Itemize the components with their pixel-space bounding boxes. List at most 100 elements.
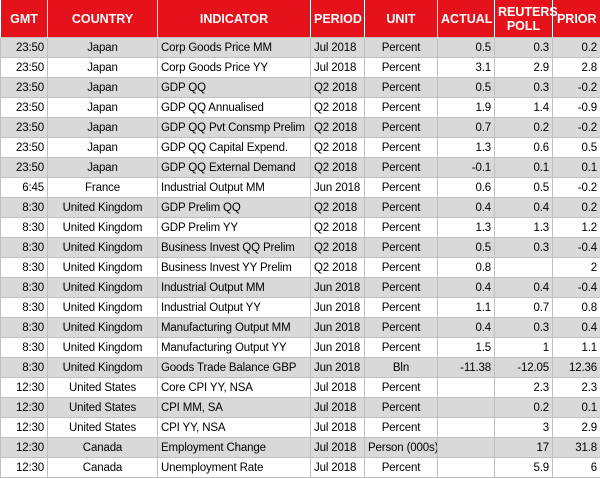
table-cell: Percent (364, 457, 438, 478)
table-cell: Industrial Output MM (157, 177, 311, 198)
table-row: 6:45 France Industrial Output MM Jun 2018 Pe… (0, 177, 600, 198)
table-cell: 2.3 (494, 377, 553, 398)
table-cell: 31.8 (552, 437, 600, 458)
table-cell (437, 377, 495, 398)
table-row: 12:30 Canada Employment Change Jul 2018 Pers… (0, 437, 600, 458)
table-cell: 8:30 (0, 317, 48, 338)
table-cell: 0.5 (494, 177, 553, 198)
table-cell (437, 457, 495, 478)
table-cell: 12:30 (0, 457, 48, 478)
table-cell: CPI YY, NSA (157, 417, 311, 438)
table-cell: GDP Prelim YY (157, 217, 311, 238)
table-cell: 12.36 (552, 357, 600, 378)
table-cell: Jun 2018 (310, 317, 365, 338)
table-cell: Jun 2018 (310, 297, 365, 318)
table-row: 8:30 United Kingdom Industrial Output MM Ju… (0, 277, 600, 298)
table-cell: Percent (364, 397, 438, 418)
table-cell: 12:30 (0, 377, 48, 398)
column-header: GMT (0, 0, 48, 38)
table-cell: 0.4 (494, 277, 553, 298)
table-cell: 8:30 (0, 277, 48, 298)
table-row: 8:30 United Kingdom Manufacturing Output Y… (0, 337, 600, 358)
table-cell: GDP QQ External Demand (157, 157, 311, 178)
table-row: 23:50 Japan GDP QQ Annualised Q2 2018 Percen… (0, 97, 600, 118)
table-cell: Goods Trade Balance GBP (157, 357, 311, 378)
table-cell: Q2 2018 (310, 137, 365, 158)
table-cell: Japan (47, 97, 158, 118)
table-cell: Percent (364, 117, 438, 138)
table-cell: Corp Goods Price MM (157, 37, 311, 58)
table-cell: United Kingdom (47, 197, 158, 218)
table-cell: 5.9 (494, 457, 553, 478)
table-cell (494, 257, 553, 278)
table-cell: 8:30 (0, 357, 48, 378)
table-cell: United States (47, 417, 158, 438)
table-cell: Percent (364, 297, 438, 318)
table-row: 23:50 Japan GDP QQ Pvt Consmp Prelim Q2 201… (0, 117, 600, 138)
table-cell: GDP QQ (157, 77, 311, 98)
table-cell: 3.1 (437, 57, 495, 78)
table-cell: Percent (364, 37, 438, 58)
table-cell: 0.8 (437, 257, 495, 278)
table-row: 8:30 United Kingdom Goods Trade Balance GB… (0, 357, 600, 378)
table-cell: Core CPI YY, NSA (157, 377, 311, 398)
table-cell: 0.3 (494, 237, 553, 258)
table-cell: 12:30 (0, 397, 48, 418)
table-cell: Corp Goods Price YY (157, 57, 311, 78)
table-cell: 8:30 (0, 297, 48, 318)
table-cell: Jul 2018 (310, 397, 365, 418)
table-cell: 0.4 (494, 197, 553, 218)
table-row: 8:30 United Kingdom GDP Prelim YY Q2 2018 Pe… (0, 217, 600, 238)
table-cell: Jul 2018 (310, 437, 365, 458)
table-cell: Jun 2018 (310, 357, 365, 378)
table-cell: 3 (494, 417, 553, 438)
table-cell: 8:30 (0, 197, 48, 218)
table-cell: Jul 2018 (310, 417, 365, 438)
table-cell: 1.1 (552, 337, 600, 358)
table-cell: 0.4 (552, 317, 600, 338)
column-header: PRIOR (552, 0, 600, 38)
table-cell: GDP QQ Pvt Consmp Prelim (157, 117, 311, 138)
table-cell: 0.8 (552, 297, 600, 318)
table-cell: 23:50 (0, 137, 48, 158)
table-cell: Q2 2018 (310, 217, 365, 238)
table-cell: 1.3 (437, 217, 495, 238)
table-row: 23:50 Japan Corp Goods Price MM Jul 2018 Per… (0, 37, 600, 58)
table-cell: GDP QQ Annualised (157, 97, 311, 118)
table-cell: 1 (494, 337, 553, 358)
table-cell: Percent (364, 217, 438, 238)
table-cell: -11.38 (437, 357, 495, 378)
table-cell: Manufacturing Output YY (157, 337, 311, 358)
table-cell: Business Invest YY Prelim (157, 257, 311, 278)
table-cell: Manufacturing Output MM (157, 317, 311, 338)
table-cell (437, 437, 495, 458)
table-row: 23:50 Japan GDP QQ External Demand Q2 2018 P… (0, 157, 600, 178)
table-cell: Q2 2018 (310, 197, 365, 218)
table-cell: 1.3 (494, 217, 553, 238)
table-cell: GDP QQ Capital Expend. (157, 137, 311, 158)
table-row: 12:30 United States CPI YY, NSA Jul 2018 Per… (0, 417, 600, 438)
table-cell: Percent (364, 417, 438, 438)
table-cell: 12:30 (0, 417, 48, 438)
table-cell: Japan (47, 37, 158, 58)
table-cell: Percent (364, 317, 438, 338)
table-cell: 0.3 (494, 77, 553, 98)
table-cell: Percent (364, 237, 438, 258)
table-cell: 0.2 (494, 397, 553, 418)
table-cell: Percent (364, 157, 438, 178)
table-row: 23:50 Japan Corp Goods Price YY Jul 2018 Per… (0, 57, 600, 78)
table-cell: 23:50 (0, 157, 48, 178)
table-cell: Employment Change (157, 437, 311, 458)
table-cell: 23:50 (0, 117, 48, 138)
table-row: 12:30 United States CPI MM, SA Jul 2018 Perc… (0, 397, 600, 418)
table-cell: Canada (47, 457, 158, 478)
table-cell (437, 397, 495, 418)
table-cell: Q2 2018 (310, 257, 365, 278)
table-cell: -0.2 (552, 177, 600, 198)
table-cell: Japan (47, 157, 158, 178)
table-cell: United States (47, 377, 158, 398)
table-cell: 8:30 (0, 217, 48, 238)
table-cell: United Kingdom (47, 317, 158, 338)
header-row: GMT COUNTRY INDICATOR PERIOD UNIT ACTUAL REUTE… (0, 0, 600, 38)
